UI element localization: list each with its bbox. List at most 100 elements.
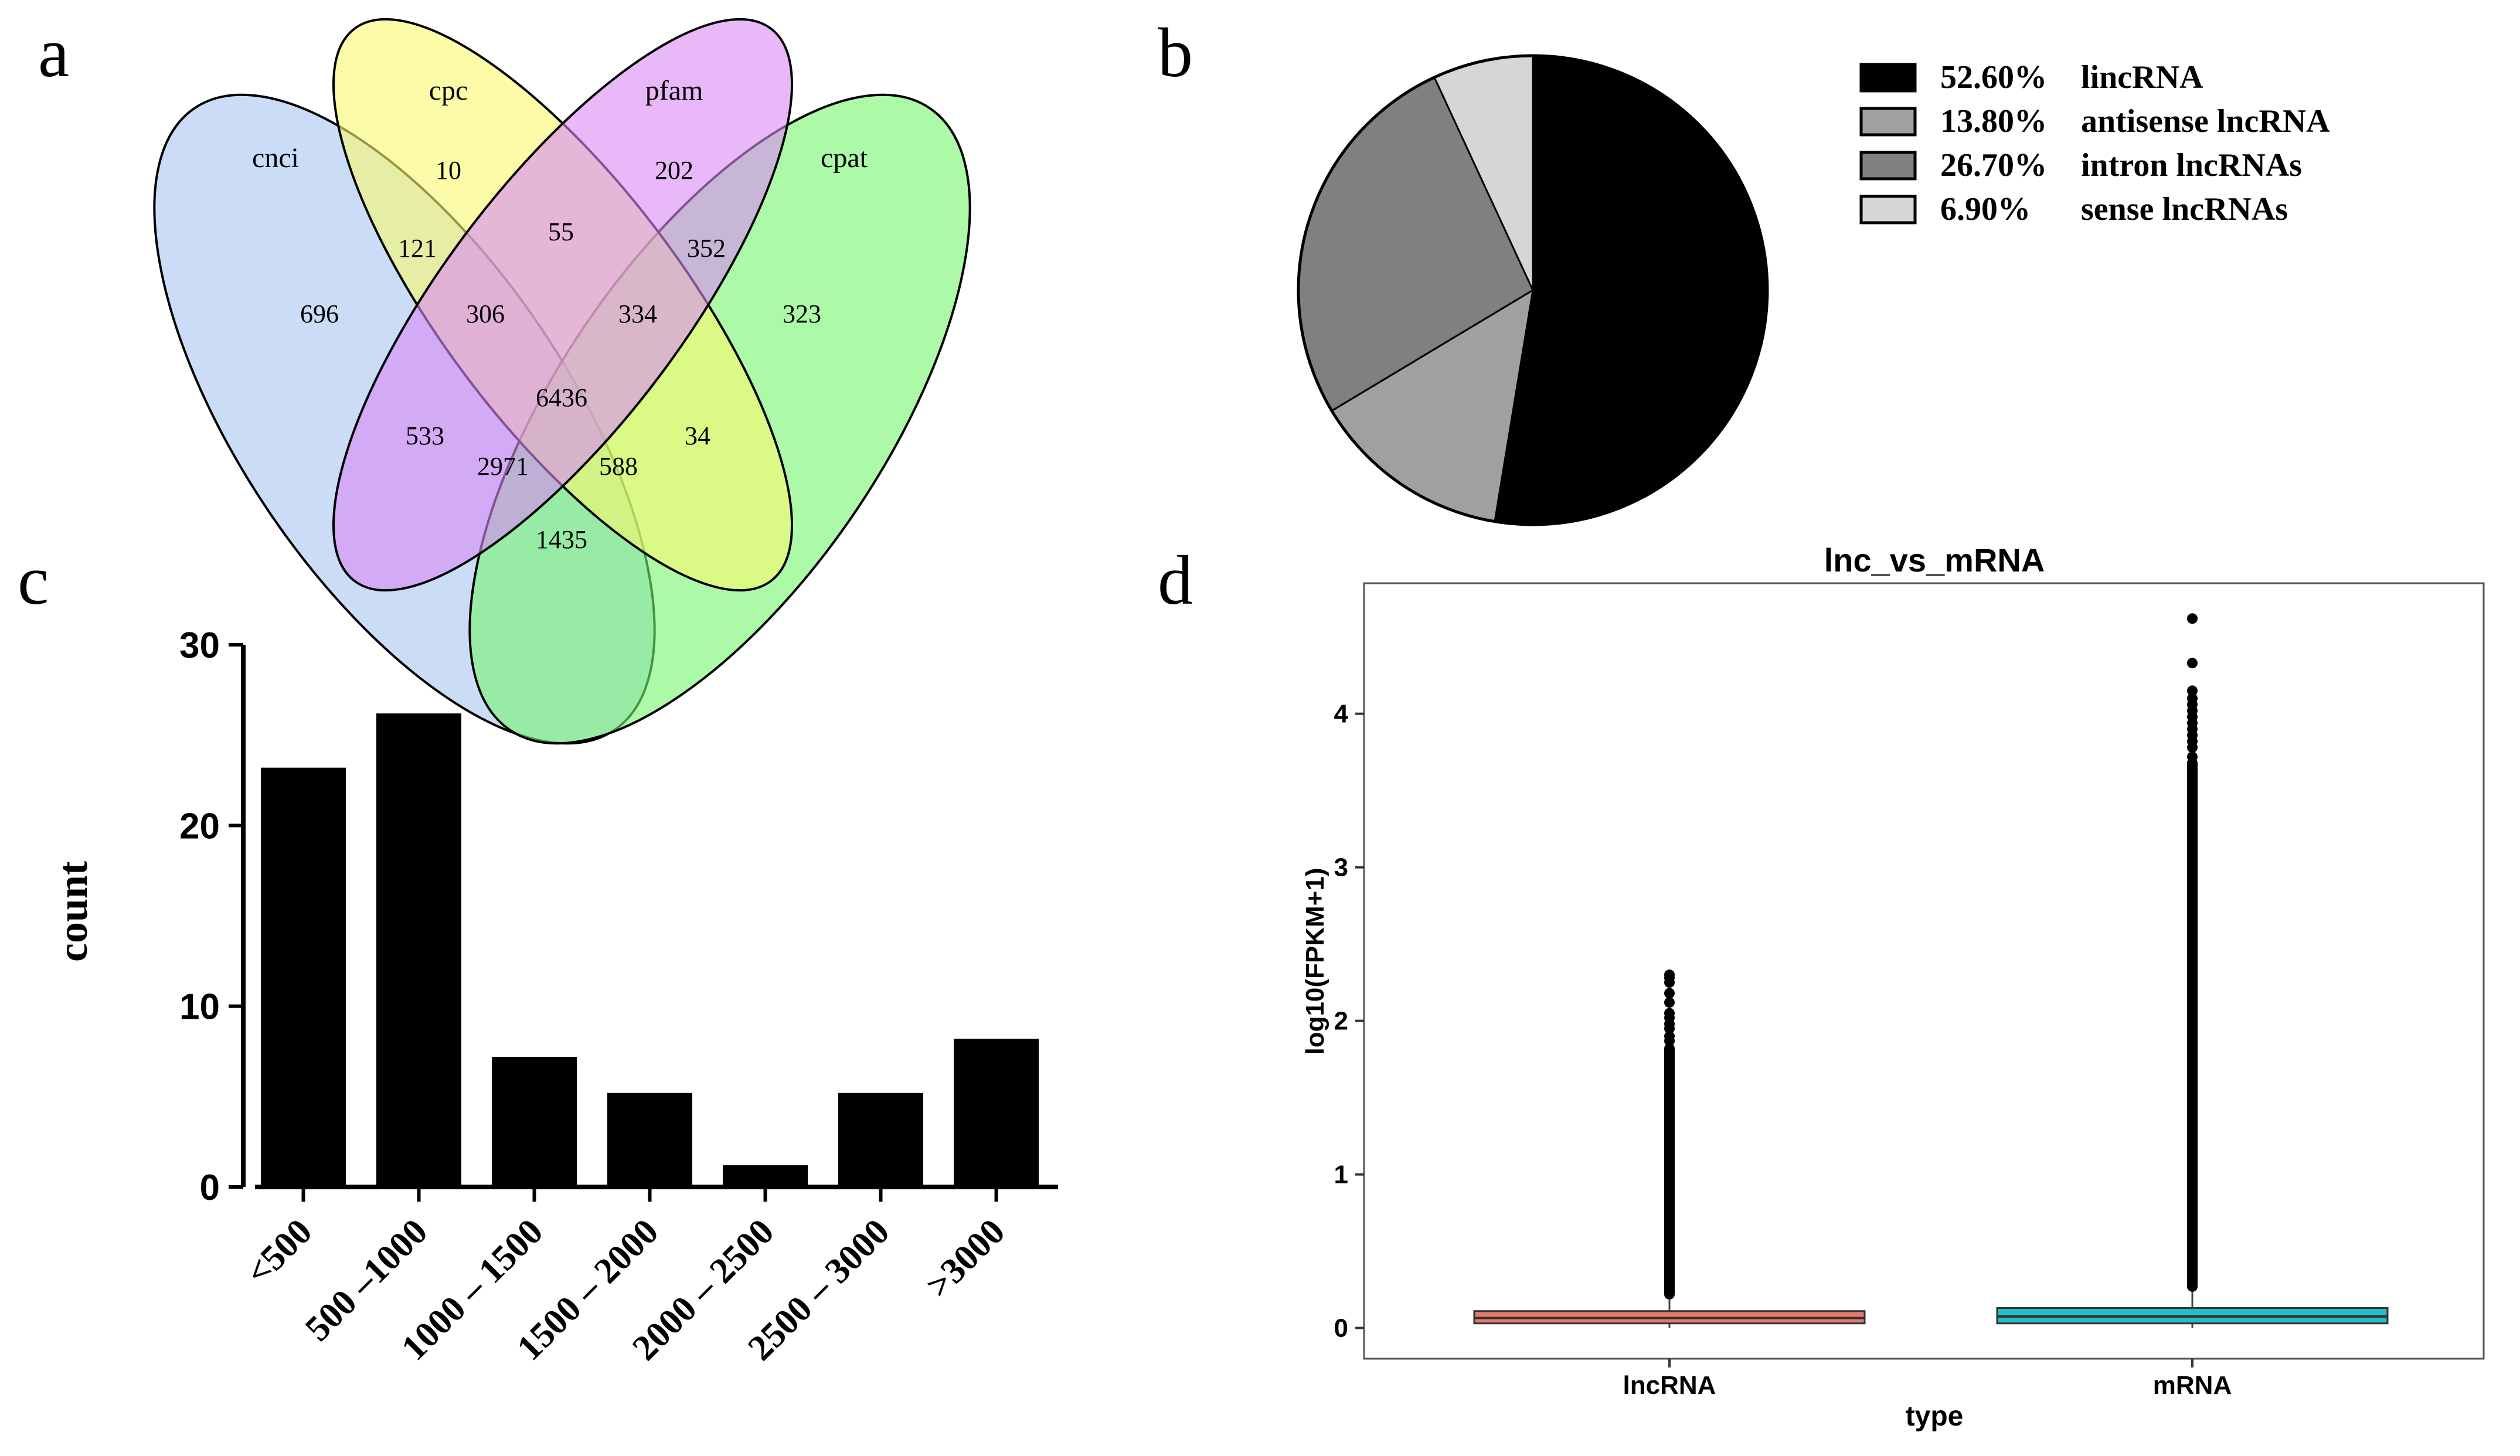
legend-label: sense lncRNAs: [2081, 191, 2288, 227]
y-tick-label: 10: [179, 987, 220, 1028]
legend-swatch: [1859, 151, 1917, 181]
venn-region-count: 323: [783, 300, 821, 328]
venn-ellipse-pfam: [332, 18, 793, 592]
outlier-point: [1664, 997, 1675, 1008]
venn-region-count: 202: [655, 156, 693, 185]
legend-entry: 6.90% sense lncRNAs: [1859, 191, 2288, 227]
legend-entry: 26.70% intron lncRNAs: [1859, 147, 2302, 183]
bar: [376, 713, 461, 1187]
venn-region-count: 588: [599, 452, 638, 481]
panel-label-c: c: [18, 541, 49, 619]
legend-swatch: [1859, 107, 1917, 137]
plot-frame: [1363, 582, 2485, 1360]
pie-legend: 52.60% lincRNA 13.80% antisense lncRNA 2…: [1859, 59, 2330, 227]
y-tick-label: 0: [200, 1168, 220, 1208]
outlier-point: [1664, 1058, 1675, 1069]
pie-chart: [1297, 54, 1769, 526]
legend-percent: 13.80%: [1940, 103, 2047, 140]
bar: [838, 1093, 923, 1187]
x-tick-label: lncRNA: [1623, 1371, 1716, 1400]
venn-region-count: 2971: [477, 452, 529, 481]
legend-label: antisense lncRNA: [2081, 103, 2330, 140]
venn-region-count: 533: [406, 421, 444, 450]
outlier-point: [1664, 1030, 1675, 1042]
bar: [954, 1039, 1039, 1187]
bar: [492, 1057, 577, 1187]
bar-series: [261, 713, 1039, 1187]
x-tick-label: <500: [239, 1212, 320, 1293]
venn-region-count: 34: [685, 421, 710, 450]
outlier-point: [1664, 1149, 1675, 1160]
outlier-point: [1664, 1120, 1675, 1131]
y-axis-label: count: [49, 861, 96, 962]
venn-region-count: 334: [618, 300, 657, 328]
x-axis-label: type: [1906, 1401, 1964, 1432]
y-tick-label: 30: [179, 625, 220, 666]
outlier-point: [2187, 751, 2198, 763]
outlier-point: [1664, 1008, 1675, 1019]
box-y-axis: 0 1 2 3 4: [1334, 700, 1364, 1343]
chart-title: lnc_vs_mRNA: [1824, 542, 2045, 579]
y-tick-label: 4: [1334, 700, 1349, 729]
outlier-point: [1664, 969, 1675, 981]
outlier-point: [1664, 1077, 1675, 1088]
legend-percent: 6.90%: [1940, 191, 2031, 227]
outlier-point: [1664, 1129, 1675, 1140]
outlier-point: [1664, 1169, 1675, 1180]
legend-percent: 52.60%: [1940, 59, 2047, 96]
legend-label: intron lncRNAs: [2081, 147, 2302, 183]
panel-label-a: a: [38, 13, 69, 91]
y-tick-label: 2: [1334, 1007, 1348, 1036]
outlier-point: [2187, 685, 2198, 696]
outlier-point: [1664, 1184, 1675, 1195]
y-tick-label: 3: [1334, 853, 1348, 882]
outlier-point: [1664, 1067, 1675, 1079]
venn-region-count: 121: [398, 234, 437, 263]
venn-region-count: 1435: [536, 525, 587, 554]
panel-label-d: d: [1158, 541, 1193, 619]
outlier-point: [1664, 988, 1675, 999]
panel-label-b: b: [1158, 13, 1193, 91]
y-axis-label: log10(FPKM+1): [1301, 868, 1329, 1054]
y-tick-label: 20: [179, 806, 220, 846]
pie-slice-lincRNA: [1494, 55, 1769, 526]
outlier-point: [1664, 1084, 1675, 1096]
venn-region-count: 6436: [536, 383, 587, 412]
venn-set-label-cpc: cpc: [429, 75, 468, 106]
bar: [607, 1093, 692, 1187]
outlier-point: [1664, 1046, 1675, 1057]
y-tick-label: 0: [1334, 1314, 1348, 1343]
venn-set-label-cnci: cnci: [252, 142, 299, 174]
legend-entry: 52.60% lincRNA: [1859, 59, 2203, 96]
y-tick-label: 1: [1334, 1161, 1348, 1189]
venn-diagram: [153, 18, 971, 745]
venn-region-count: 306: [466, 300, 505, 328]
outlier-point: [2187, 658, 2198, 669]
bar: [261, 767, 346, 1187]
box-series: lncRNA mRNA: [1473, 613, 2389, 1400]
outlier-point: [2187, 613, 2198, 624]
legend-percent: 26.70%: [1940, 147, 2047, 183]
venn-region-count: 10: [436, 156, 461, 185]
outlier-point: [1664, 1107, 1675, 1118]
venn-set-label-cpat: cpat: [821, 142, 868, 174]
box-panel: d lnc_vs_mRNA log10(FPKM+1) type 0 1 2 3 4 l…: [1158, 541, 2485, 1432]
bar: [723, 1165, 808, 1187]
x-tick-label: mRNA: [2153, 1371, 2232, 1400]
legend-swatch: [1859, 195, 1917, 224]
venn-region-count: 352: [687, 234, 726, 263]
pie-outline: [1297, 54, 1769, 526]
legend-entry: 13.80% antisense lncRNA: [1859, 103, 2330, 140]
legend-swatch: [1859, 63, 1917, 93]
venn-region-count: 696: [300, 300, 339, 328]
pie-panel: b 52.60% lincRNA 13.80% antisense lncRNA…: [1158, 13, 2330, 526]
venn-panel: a cnci cpc pfam cpat 696 10 202 323: [38, 13, 971, 745]
legend-label: lincRNA: [2081, 59, 2203, 96]
venn-region-count: 55: [548, 217, 574, 246]
outlier-point: [2187, 693, 2198, 704]
x-tick-label: >3000: [919, 1212, 1013, 1306]
outlier-point: [1664, 1141, 1675, 1152]
